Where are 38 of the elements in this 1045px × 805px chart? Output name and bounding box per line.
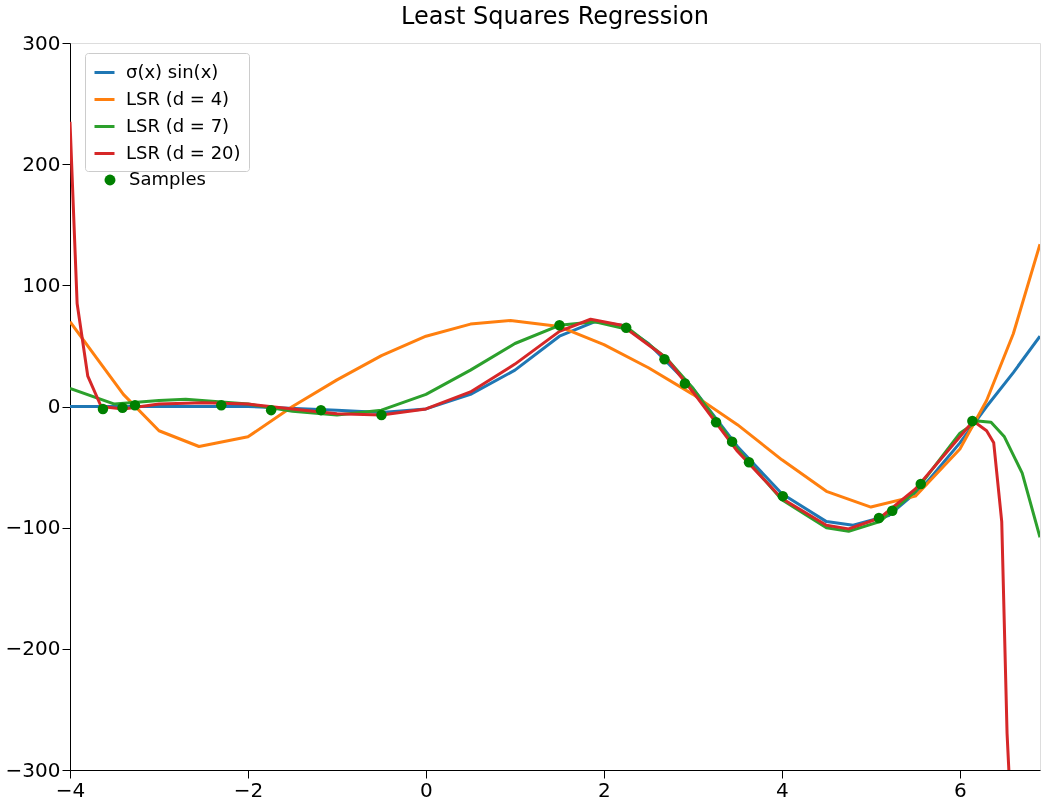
point <box>887 505 898 516</box>
y-tick-label: 100 <box>22 272 61 297</box>
x-tick-label: 2 <box>598 777 611 802</box>
chart-title: Least Squares Regression <box>401 2 709 30</box>
y-tick-label: −200 <box>5 636 61 661</box>
point <box>265 404 277 416</box>
legend-label: LSR (d = 7) <box>126 114 230 136</box>
x-tick-label: −2 <box>233 777 264 802</box>
point <box>376 409 387 421</box>
x-tick-label: 4 <box>776 777 789 802</box>
line-series <box>70 120 1011 770</box>
legend-label: LSR (d = 20) <box>126 141 241 163</box>
point <box>710 417 722 428</box>
line-series <box>70 242 1040 509</box>
y-tick-label: 300 <box>22 30 61 55</box>
x-tick-label: 0 <box>420 777 433 802</box>
y-tick-label: 200 <box>22 151 61 176</box>
y-tick-label: −100 <box>5 515 61 540</box>
legend-label: Samples <box>129 168 206 189</box>
legend-label: σ(x) sin(x) <box>126 60 219 82</box>
point <box>117 402 128 413</box>
point <box>726 436 738 447</box>
point <box>915 478 926 490</box>
point <box>315 404 327 416</box>
point <box>554 320 565 331</box>
point <box>97 403 109 415</box>
point <box>659 354 670 365</box>
point <box>129 400 141 411</box>
point <box>777 490 789 502</box>
point <box>967 415 978 427</box>
legend-label: LSR (d = 4) <box>126 87 230 109</box>
point <box>873 512 885 524</box>
point <box>743 457 755 468</box>
point <box>620 322 632 333</box>
y-tick-label: 0 <box>47 394 61 418</box>
x-tick-label: 6 <box>954 777 967 802</box>
point <box>679 378 691 389</box>
point <box>216 400 227 411</box>
